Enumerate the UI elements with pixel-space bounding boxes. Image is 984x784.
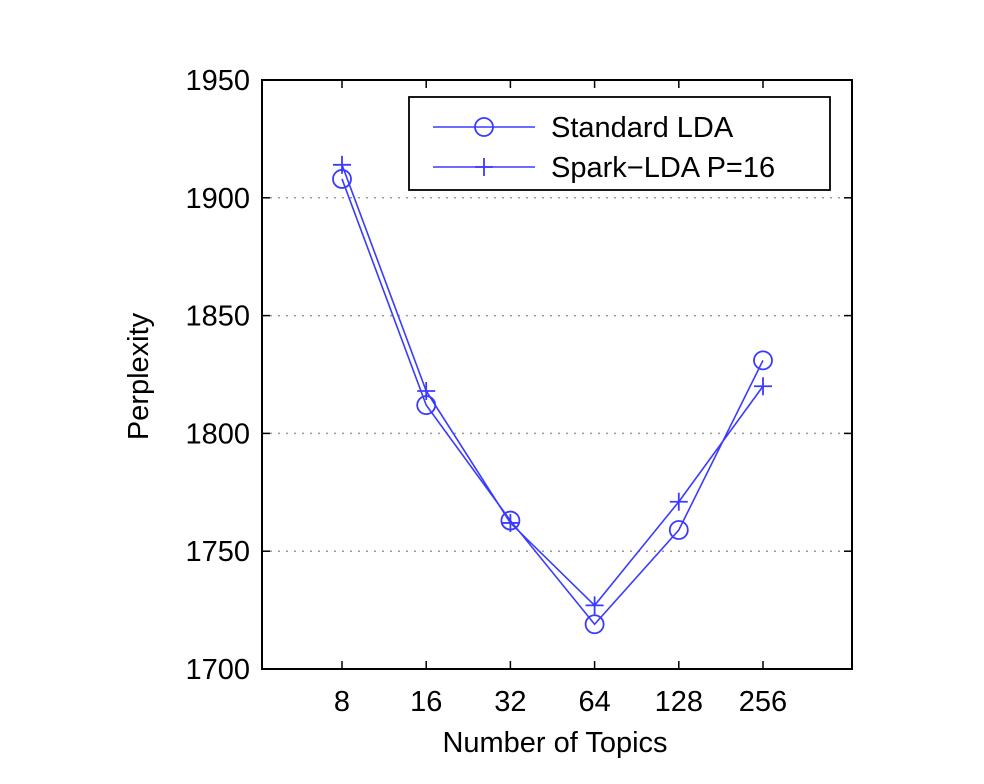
circle-marker [668,520,689,540]
axis-ticks: 1700 1750 1800 1850 1900 1950 8 16 32 64 128 256 [185,65,852,718]
plot-frame [261,79,853,670]
x-tick-label: 256 [739,686,787,718]
series-line [341,178,764,626]
grid-lines [262,197,852,552]
legend-label: Standard LDA [551,112,734,144]
y-tick-label: 1800 [185,418,250,450]
legend-label: Spark−LDA P=16 [551,152,775,184]
y-tick-label: 1950 [185,65,250,97]
plus-marker [475,158,493,176]
plus-marker [333,155,351,174]
series-spark-lda [333,155,772,615]
plus-marker [417,381,436,400]
legend-item: Standard LDA [433,112,734,144]
circle-marker [753,350,773,371]
x-tick-label: 8 [334,686,350,718]
x-axis-title: Number of Topics [442,727,667,759]
circle-marker [474,117,494,137]
plus-marker [669,492,688,511]
plus-marker [754,377,772,396]
x-tick-label: 16 [410,686,442,718]
y-tick-label: 1700 [185,654,250,686]
y-axis-title: Perplexity [123,312,155,440]
legend-box [408,96,831,191]
plus-marker [585,596,604,615]
series-line [341,164,764,607]
y-tick-label: 1850 [185,301,250,333]
series-group [332,155,773,635]
y-tick-label: 1900 [185,183,250,215]
legend-item: Spark−LDA P=16 [433,152,775,184]
legend: Standard LDA Spark−LDA P=16 [408,96,831,191]
x-tick-label: 128 [655,686,703,718]
x-tick-label: 64 [578,686,610,718]
y-tick-label: 1750 [185,536,250,568]
circle-marker [584,614,605,635]
x-tick-label: 32 [494,686,526,718]
plus-marker [501,513,520,532]
